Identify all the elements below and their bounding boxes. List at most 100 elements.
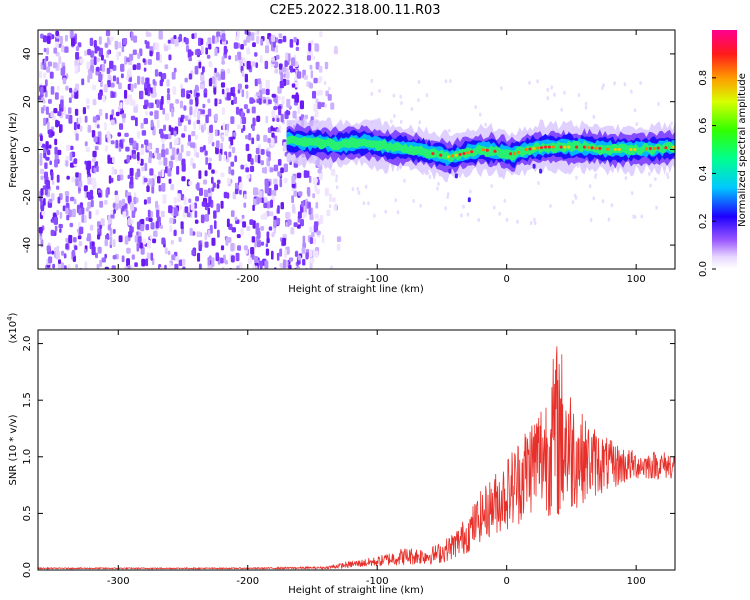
- spectrogram-noise-cell: [335, 174, 338, 179]
- spectrogram-noise-cell: [314, 43, 320, 52]
- spectrogram-noise-cell: [97, 192, 102, 198]
- spectrogram-noise-cell: [158, 128, 164, 135]
- spectrogram-noise-cell: [266, 39, 270, 46]
- spectrogram-noise-cell: [400, 119, 403, 124]
- spectrogram-noise-cell: [126, 258, 130, 268]
- spectrogram-noise-cell: [196, 119, 201, 125]
- spectrogram-noise-cell: [163, 124, 166, 131]
- spectrogram-noise-cell: [107, 134, 111, 143]
- spectrogram-peak-cell: [540, 146, 544, 150]
- spectrogram-noise-cell: [252, 264, 256, 269]
- spectrogram-noise-cell: [537, 181, 540, 185]
- spectrogram-noise-cell: [300, 200, 305, 208]
- spectrogram-noise-cell: [172, 218, 176, 225]
- spectrogram-noise-cell: [290, 227, 295, 235]
- spectrogram-noise-cell: [181, 163, 186, 172]
- spectrogram-noise-cell: [318, 65, 323, 73]
- spectrogram-noise-cell: [147, 239, 151, 249]
- spectrogram-noise-cell: [92, 181, 97, 190]
- spectrogram-noise-cell: [173, 67, 177, 73]
- spectrogram-noise-cell: [270, 138, 274, 147]
- spectrogram-noise-cell: [253, 256, 259, 263]
- snr-x-tick-label: -300: [107, 576, 130, 587]
- spectrogram-noise-cell: [215, 72, 220, 78]
- spectrogram-noise-cell: [116, 51, 119, 61]
- spectrogram-noise-cell: [63, 265, 67, 269]
- spectrogram-noise-cell: [291, 83, 296, 88]
- spectrogram-noise-cell: [65, 207, 69, 215]
- spectrogram-noise-cell: [268, 226, 273, 231]
- spectrogram-noise-cell: [159, 79, 163, 87]
- spectrogram-noise-cell: [207, 229, 211, 238]
- spectrogram-noise-cell: [179, 100, 183, 109]
- spectrogram-noise-cell: [46, 66, 51, 73]
- spectrogram-noise-cell: [168, 160, 174, 168]
- spectrogram-noise-cell: [182, 258, 186, 266]
- spectrogram-noise-cell: [367, 201, 370, 206]
- spectrogram-noise-cell: [84, 248, 87, 254]
- spectrogram-noise-cell: [630, 191, 634, 196]
- spectrogram-noise-cell: [225, 87, 230, 92]
- spectrogram-noise-cell: [112, 239, 116, 247]
- spectrogram-noise-cell: [84, 141, 88, 147]
- spectrogram-noise-cell: [187, 49, 192, 58]
- spectrogram-noise-cell: [62, 77, 67, 85]
- spectrogram-noise-cell: [203, 189, 209, 198]
- spectrogram-noise-cell: [293, 222, 298, 228]
- spectrogram-noise-cell: [175, 99, 180, 104]
- spectrogram-noise-cell: [288, 257, 294, 262]
- spectrogram-noise-cell: [204, 214, 209, 222]
- spectrogram-noise-cell: [254, 154, 258, 163]
- spectrogram-noise-cell: [75, 178, 79, 187]
- spectrogram-noise-cell: [158, 184, 162, 192]
- spectrogram-noise-cell: [282, 66, 287, 73]
- spectrogram-noise-cell: [143, 67, 147, 72]
- spectrogram-noise-cell: [298, 191, 303, 197]
- spectrogram-noise-cell: [607, 217, 611, 222]
- spectrogram-noise-cell: [188, 73, 192, 80]
- spectrogram-noise-cell: [194, 210, 198, 218]
- spectrogram-noise-cell: [135, 142, 139, 151]
- spectrogram-noise-cell: [152, 238, 157, 244]
- spectrogram-noise-cell: [169, 217, 174, 224]
- spectrogram-noise-cell: [109, 114, 113, 121]
- spectrogram-peak-cell: [547, 145, 551, 149]
- spectrogram-noise-cell: [173, 35, 177, 40]
- spectrogram-noise-cell: [183, 125, 187, 132]
- spectrogram-noise-cell: [320, 102, 325, 108]
- spectrogram-noise-cell: [303, 170, 308, 178]
- spectrogram-peak-cell: [575, 145, 579, 149]
- spectrogram-noise-cell: [74, 108, 79, 116]
- spectrogram-noise-cell: [121, 255, 125, 263]
- spectrogram-noise-cell: [43, 62, 47, 70]
- spectrogram-noise-cell: [55, 41, 59, 48]
- spectrogram-noise-cell: [289, 39, 294, 48]
- spectrogram-noise-cell: [252, 204, 255, 211]
- spectrogram-noise-cell: [74, 90, 79, 99]
- spectrogram-noise-cell: [39, 168, 45, 175]
- spectrogram-noise-cell: [143, 177, 148, 183]
- spectrogram-noise-cell: [169, 141, 173, 149]
- spectrogram-noise-cell: [577, 93, 581, 98]
- spectrogram-noise-cell: [259, 260, 263, 269]
- spectrogram-noise-cell: [256, 35, 260, 44]
- spectrogram-noise-cell: [127, 94, 133, 100]
- spectrogram-x-tick-label: 100: [627, 274, 646, 285]
- spectrogram-noise-cell: [170, 37, 175, 45]
- spectrogram-noise-cell: [264, 185, 269, 194]
- spectrogram-noise-cell: [178, 259, 183, 266]
- spectrogram-peak-cell: [664, 146, 668, 150]
- spectrogram-noise-cell: [166, 99, 171, 105]
- spectrogram-noise-cell: [104, 145, 108, 152]
- spectrogram-noise-cell: [170, 240, 174, 245]
- spectrogram-noise-cell: [254, 240, 257, 248]
- spectrogram-noise-cell: [119, 139, 123, 148]
- spectrogram-noise-cell: [195, 196, 199, 202]
- spectrogram-noise-cell: [117, 41, 122, 49]
- spectrogram-noise-cell: [95, 46, 100, 51]
- spectrogram-noise-cell: [243, 245, 248, 251]
- spectrogram-noise-cell: [312, 238, 316, 245]
- spectrogram-noise-cell: [254, 52, 258, 57]
- spectrogram-noise-cell: [288, 265, 292, 269]
- spectrogram-noise-cell: [282, 259, 286, 269]
